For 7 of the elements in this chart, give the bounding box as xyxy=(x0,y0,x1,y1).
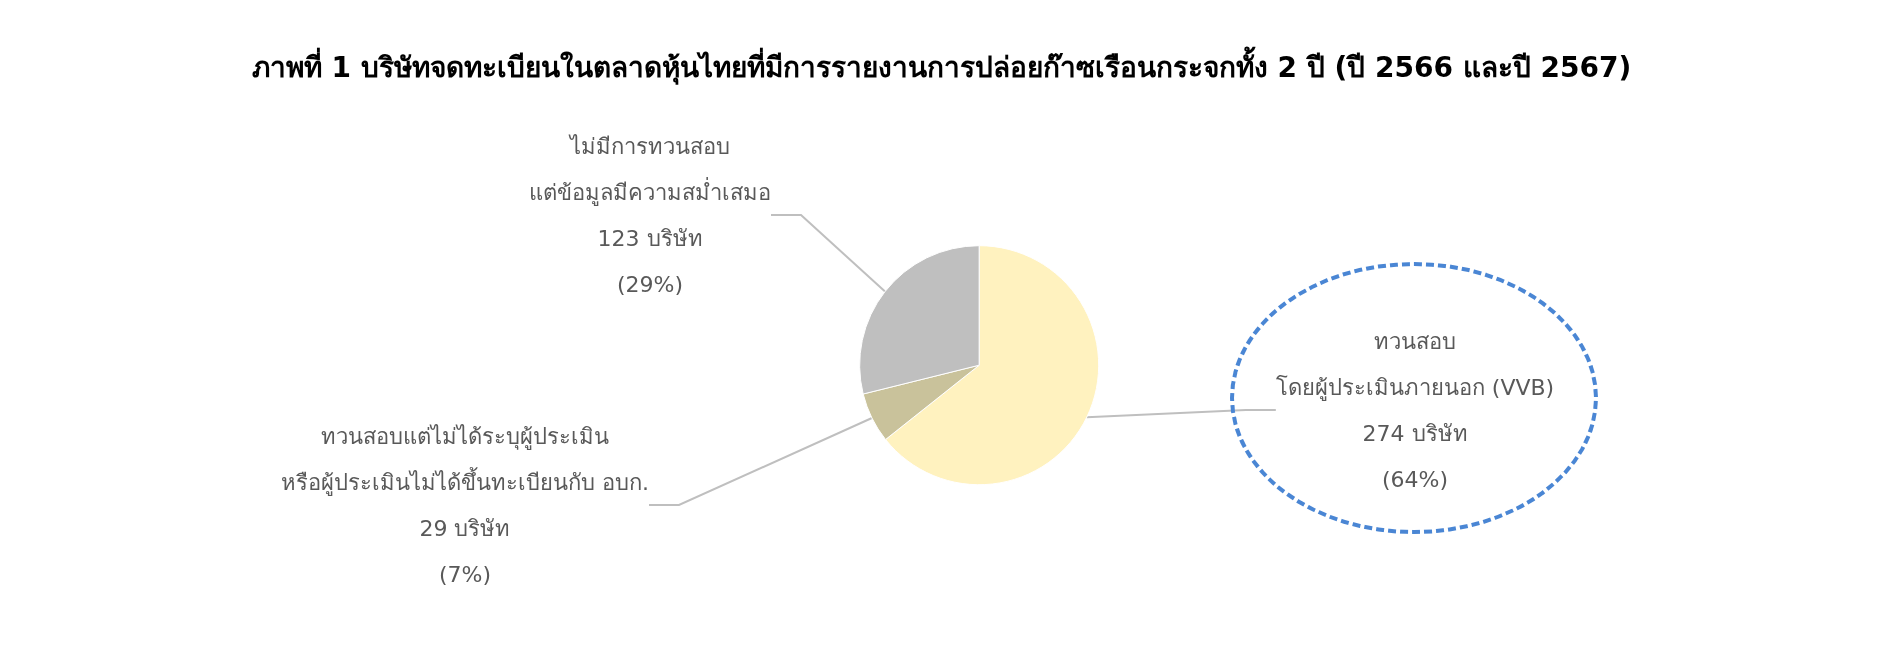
slice-label: ทวนสอบ โดยผู้ประเมินภายนอก (VVB) xyxy=(1275,328,1555,401)
data-label: 274 บริษัท (64%) xyxy=(1362,420,1468,492)
slice-label: ไม่มีการทวนสอบ แต่ข้อมูลมีความสม่ำเสมอ xyxy=(529,133,771,206)
data-label: 123 บริษัท (29%) xyxy=(597,225,703,297)
data-label: 29 บริษัท (7%) xyxy=(419,515,511,587)
slice-label: ทวนสอบแต่ไม่ได้ระบุผู้ประเมิน หรือผู้ประเมินไม่ได้ขึ้นทะเบียนกับ อบก. xyxy=(281,423,649,496)
chart-title: ภาพที่ 1 บริษัทจดทะเบียนในตลาดหุ้นไทยที่มีการรายงานการปล่อยก๊าซเรือนกระจกทั้ง 2 ปี (ปี 2566 และปี 2567) xyxy=(251,45,1632,85)
